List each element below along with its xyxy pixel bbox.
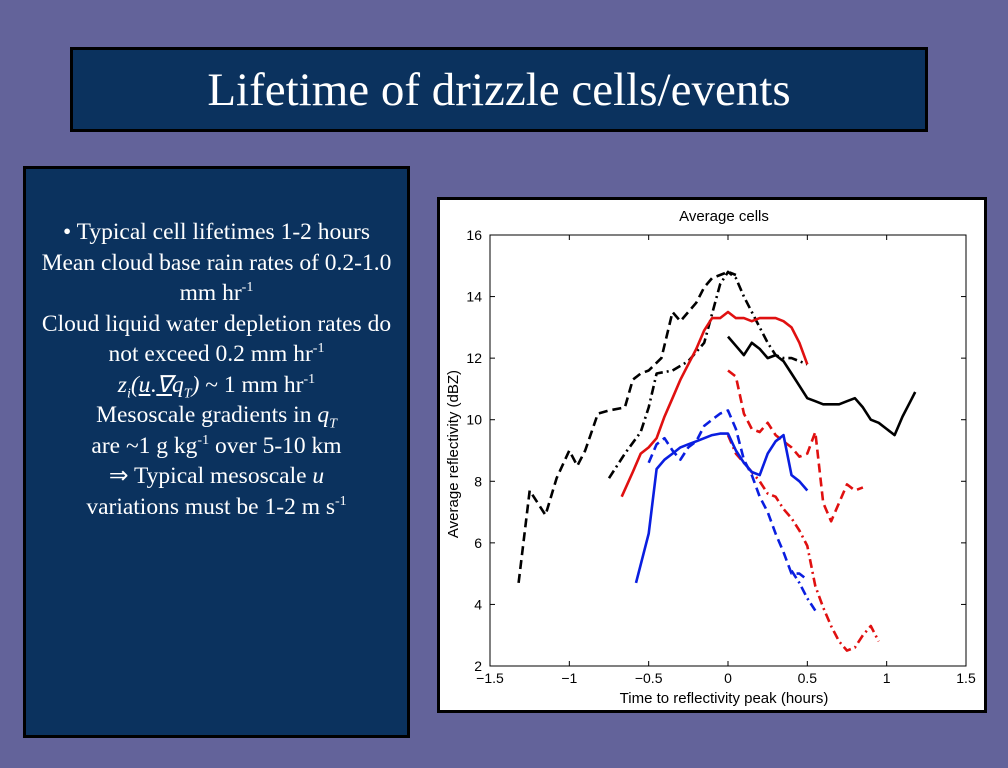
x-tick-label: 1 [883, 670, 891, 686]
bullet-line-rain-rates: Mean cloud base rain rates of 0.2-1.0 mm… [41, 249, 392, 307]
chart-title: Average cells [679, 208, 769, 225]
bullet-line-gradients: Mesoscale gradients in qT [96, 402, 337, 432]
bullet-text-box: • Typical cell lifetimes 1-2 hours Mean … [23, 166, 410, 738]
y-tick-label: 4 [474, 596, 482, 612]
chart-series-group [517, 270, 917, 652]
chart-plot-frame [489, 234, 967, 667]
y-tick-label: 2 [474, 658, 482, 674]
series-line-9 [790, 569, 817, 612]
series-line-1 [517, 270, 737, 584]
chart-y-axis-label: Average reflectivity (dBZ) [445, 370, 462, 538]
y-tick-label: 14 [466, 289, 482, 305]
chart-x-axis-label: Time to reflectivity peak (hours) [620, 690, 829, 707]
x-tick-label: 0 [724, 670, 732, 686]
x-tick-label: −1.5 [476, 670, 504, 686]
y-tick-label: 16 [466, 227, 482, 243]
bullet-line-implication: ⇒ Typical mesoscale u [108, 463, 325, 489]
bullet-line-lifetimes: • Typical cell lifetimes 1-2 hours [62, 219, 370, 245]
x-tick-label: −0.5 [635, 670, 663, 686]
x-tick-label: −1 [561, 670, 577, 686]
chart-ticks-group: −1.5 −1 −0.5 0 0.5 1 1.5 2 4 6 8 10 12 14 16 [466, 227, 976, 686]
series-line-4 [620, 310, 809, 498]
y-tick-label: 10 [466, 412, 482, 428]
series-line-8 [647, 409, 809, 581]
title-box: Lifetime of drizzle cells/events [70, 47, 928, 132]
slide-title: Lifetime of drizzle cells/events [207, 63, 791, 116]
bullet-line-formula: zi(u.∇qT) ~ 1 mm hr-1 [117, 371, 316, 402]
x-tick-label: 1.5 [956, 670, 976, 686]
chart-panel: Average cells Time to reflectivity peak … [437, 197, 987, 713]
y-tick-label: 6 [474, 535, 482, 551]
y-tick-label: 12 [466, 350, 482, 366]
bullet-line-gradient-value: are ~1 g kg-1 over 5-10 km [91, 432, 342, 459]
series-line-6 [726, 434, 880, 652]
reflectivity-chart: Average cells Time to reflectivity peak … [445, 208, 976, 707]
y-tick-label: 8 [474, 473, 482, 489]
bullet-line-depletion: Cloud liquid water depletion rates do no… [41, 310, 392, 368]
series-line-3 [727, 335, 917, 437]
x-tick-label: 0.5 [798, 670, 818, 686]
series-line-5 [727, 369, 864, 523]
series-line-7 [634, 432, 809, 584]
bullet-line-variations: variations must be 1-2 m s-1 [86, 493, 347, 520]
